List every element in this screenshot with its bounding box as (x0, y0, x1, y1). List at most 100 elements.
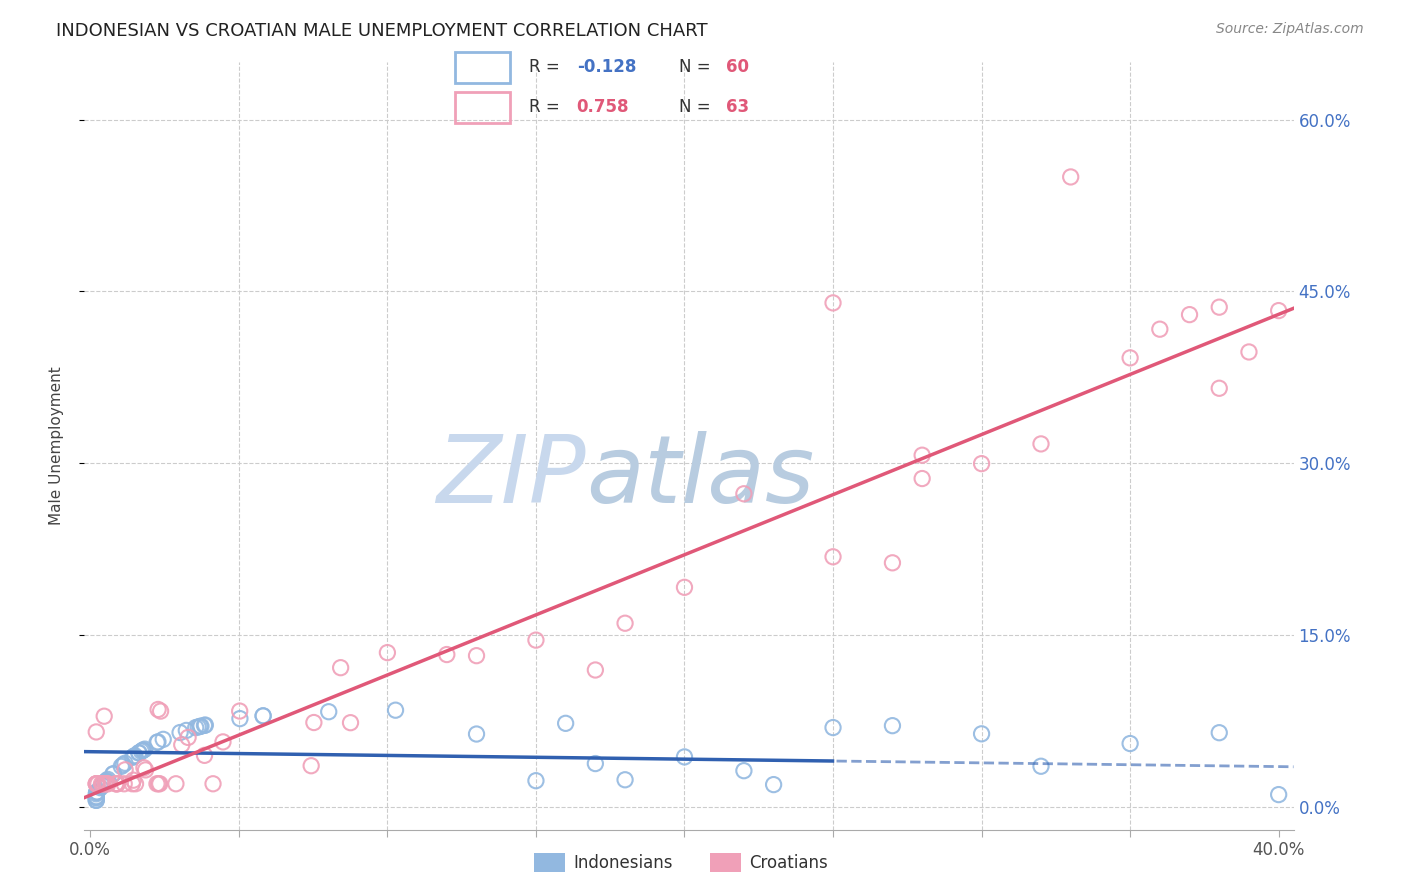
Point (128, 746, 150, 760)
Point (1208, 300, 1230, 314)
Point (1029, 437, 1052, 451)
Point (132, 761, 155, 775)
Point (112, 777, 135, 791)
Text: ZIP: ZIP (436, 431, 586, 522)
Point (762, 778, 785, 792)
Point (94, 774, 117, 789)
Point (122, 773, 145, 788)
Point (84, 725, 107, 739)
Point (882, 719, 904, 733)
Point (169, 725, 191, 739)
Point (524, 633, 547, 648)
Text: N =: N = (679, 98, 716, 116)
Point (554, 716, 576, 731)
Point (84, 787, 107, 801)
Point (1119, 737, 1142, 751)
Point (583, 663, 606, 677)
Point (188, 719, 211, 733)
Point (911, 471, 934, 485)
Text: 0.758: 0.758 (576, 98, 630, 116)
Point (93, 709, 115, 723)
Point (114, 756, 136, 771)
Point (1119, 351, 1142, 365)
Point (176, 723, 198, 738)
Point (970, 457, 993, 471)
Point (101, 767, 124, 781)
Point (583, 756, 606, 771)
Point (436, 648, 458, 662)
Point (302, 715, 325, 730)
Point (124, 748, 146, 763)
Point (91, 779, 114, 793)
Point (377, 646, 399, 660)
Point (465, 648, 488, 663)
Point (202, 777, 225, 791)
Point (146, 702, 169, 716)
Point (114, 763, 136, 777)
Point (96, 773, 118, 788)
Point (131, 744, 153, 758)
Point (94, 777, 117, 791)
Text: Indonesians: Indonesians (574, 855, 673, 872)
Text: Croatians: Croatians (749, 855, 828, 872)
Point (94, 777, 117, 791)
Point (149, 704, 172, 718)
Text: -0.128: -0.128 (576, 59, 636, 77)
Point (132, 743, 155, 757)
Point (1237, 345, 1260, 359)
Point (121, 750, 143, 764)
Point (146, 735, 169, 749)
Point (193, 718, 215, 732)
Point (84, 793, 107, 807)
Point (112, 757, 135, 772)
Point (252, 709, 274, 723)
Point (105, 777, 128, 791)
Point (104, 777, 127, 791)
Point (104, 777, 127, 791)
Point (614, 616, 637, 631)
Point (132, 743, 155, 757)
Point (1267, 303, 1289, 318)
Point (339, 715, 361, 730)
Point (91, 777, 114, 791)
Point (165, 777, 187, 791)
Point (184, 721, 207, 735)
Point (614, 772, 637, 787)
Point (122, 749, 145, 764)
Point (229, 712, 252, 726)
Point (86, 785, 108, 799)
Point (86, 785, 108, 799)
Text: R =: R = (530, 98, 565, 116)
Point (134, 742, 156, 756)
Point (86, 785, 108, 799)
Point (84, 790, 107, 805)
Point (821, 296, 844, 310)
Point (970, 727, 993, 741)
Text: R =: R = (530, 59, 565, 77)
Point (84, 777, 107, 791)
Point (299, 758, 322, 772)
Point (733, 487, 755, 501)
Text: 63: 63 (727, 98, 749, 116)
Point (1149, 322, 1171, 336)
Text: N =: N = (679, 59, 716, 77)
Point (97, 772, 120, 787)
Point (97, 777, 120, 791)
Point (733, 764, 755, 778)
Point (146, 777, 169, 791)
Point (103, 766, 125, 780)
Point (1029, 759, 1052, 773)
Point (318, 705, 340, 719)
Point (121, 777, 143, 791)
Point (212, 735, 235, 749)
Point (821, 549, 844, 564)
Point (94, 774, 117, 789)
Point (96, 777, 118, 791)
Point (911, 448, 934, 462)
Point (90, 777, 112, 791)
Point (228, 704, 250, 718)
Point (329, 661, 352, 675)
Point (84, 789, 107, 804)
Point (252, 709, 274, 723)
Point (128, 746, 150, 760)
